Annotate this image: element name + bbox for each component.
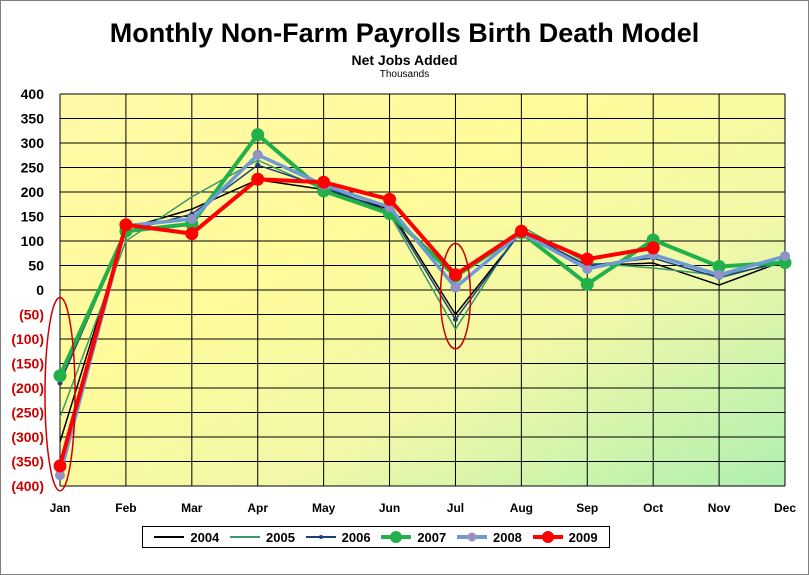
chart-title: Monthly Non-Farm Payrolls Birth Death Mo… bbox=[109, 18, 700, 48]
legend-label: 2008 bbox=[492, 529, 522, 545]
y-tick-label: (400) bbox=[11, 478, 44, 494]
legend-label: 2007 bbox=[417, 529, 447, 545]
data-point-2009 bbox=[514, 224, 528, 238]
x-tick-label: Dec bbox=[774, 501, 796, 515]
data-point-2008 bbox=[714, 269, 725, 280]
series-line-2004 bbox=[59, 179, 786, 443]
data-point-2009 bbox=[580, 252, 594, 266]
legend-label: 2005 bbox=[266, 529, 295, 545]
x-tick-label: Nov bbox=[708, 501, 731, 515]
data-point-2008 bbox=[780, 251, 790, 262]
y-tick-label: 200 bbox=[21, 184, 45, 200]
legend-label: 2004 bbox=[190, 529, 220, 545]
y-tick-label: 100 bbox=[21, 233, 45, 249]
series-line-2008 bbox=[58, 153, 786, 476]
series-line-2005 bbox=[59, 159, 786, 418]
data-point-2008 bbox=[252, 149, 263, 160]
series-2004 bbox=[59, 179, 786, 443]
legend-swatch bbox=[456, 532, 487, 542]
series-layer bbox=[53, 128, 792, 481]
legend-item-2008: 2008 bbox=[456, 529, 522, 545]
y-tick-label: 50 bbox=[28, 258, 44, 274]
y-tick-label: (50) bbox=[19, 307, 44, 323]
data-point-2007 bbox=[580, 277, 594, 291]
series-2009 bbox=[53, 172, 660, 473]
series-line-2009 bbox=[58, 177, 654, 467]
legend-item-2007: 2007 bbox=[381, 530, 446, 545]
series-2005 bbox=[59, 159, 786, 418]
x-tick-label: Apr bbox=[247, 501, 268, 515]
data-point-2007 bbox=[53, 369, 67, 383]
annotation-ellipse-jul bbox=[439, 242, 472, 350]
legend-swatch bbox=[532, 531, 563, 543]
data-point-2006 bbox=[452, 316, 458, 322]
data-point-2009 bbox=[185, 227, 199, 241]
data-point-2009 bbox=[646, 241, 660, 255]
y-tick-label: 250 bbox=[21, 160, 45, 176]
axis-labels: 400 350 300 250 200 150 100 50 0 (50) (100) (150) (2… bbox=[11, 86, 796, 515]
data-point-2008 bbox=[582, 263, 593, 274]
legend-item-2004: 2004 bbox=[154, 530, 219, 545]
x-tick-label: Oct bbox=[643, 501, 663, 515]
x-tick-label: Mar bbox=[181, 501, 203, 515]
chart-subtitle: Net Jobs Added bbox=[351, 52, 458, 68]
x-tick-label: Aug bbox=[510, 501, 533, 515]
x-tick-label: Feb bbox=[115, 501, 136, 515]
series-line-2006 bbox=[59, 164, 786, 384]
data-point-2009 bbox=[448, 268, 462, 282]
legend-item-2005: 2005 bbox=[230, 530, 295, 545]
y-tick-label: 150 bbox=[21, 209, 45, 225]
legend-swatch bbox=[230, 532, 261, 542]
annotation-ellipse-jan bbox=[44, 296, 76, 492]
data-point-2009 bbox=[383, 192, 397, 206]
y-tick-label: 300 bbox=[21, 135, 45, 151]
legend-label: 2006 bbox=[341, 529, 371, 545]
y-tick-label: (150) bbox=[11, 356, 44, 372]
x-tick-label: Sep bbox=[576, 501, 598, 515]
data-point-2007 bbox=[251, 128, 265, 142]
legend-item-2006: 2006 bbox=[305, 529, 371, 545]
legend-swatch bbox=[154, 532, 185, 542]
legend: 2004 2005 2006 2007 2008 2009 bbox=[142, 526, 610, 548]
legend-label: 2009 bbox=[568, 529, 598, 545]
data-point-2009 bbox=[119, 218, 133, 232]
data-point-2009 bbox=[317, 175, 331, 189]
x-tick-label: Jun bbox=[379, 501, 400, 515]
x-tick-label: Jan bbox=[50, 501, 71, 515]
y-tick-label: (300) bbox=[11, 429, 44, 445]
x-tick-label: Jul bbox=[447, 501, 464, 515]
y-tick-label: 400 bbox=[21, 86, 45, 102]
x-tick-label: May bbox=[312, 501, 336, 515]
legend-item-2009: 2009 bbox=[532, 529, 598, 545]
y-tick-label: 0 bbox=[36, 282, 44, 298]
data-point-2009 bbox=[53, 459, 67, 473]
annotation-layer bbox=[44, 242, 472, 492]
data-point-2009 bbox=[251, 172, 265, 186]
legend-swatch bbox=[381, 531, 412, 543]
chart-units: Thousands bbox=[379, 69, 430, 80]
data-point-2008 bbox=[450, 282, 461, 293]
y-tick-label: 350 bbox=[21, 111, 45, 127]
y-tick-label: (200) bbox=[11, 380, 44, 396]
legend-swatch bbox=[305, 532, 336, 542]
y-tick-label: (100) bbox=[11, 331, 44, 347]
y-tick-label: (250) bbox=[11, 405, 44, 421]
data-point-2006 bbox=[255, 162, 261, 168]
y-tick-label: (350) bbox=[11, 454, 44, 470]
data-point-2008 bbox=[186, 213, 197, 224]
